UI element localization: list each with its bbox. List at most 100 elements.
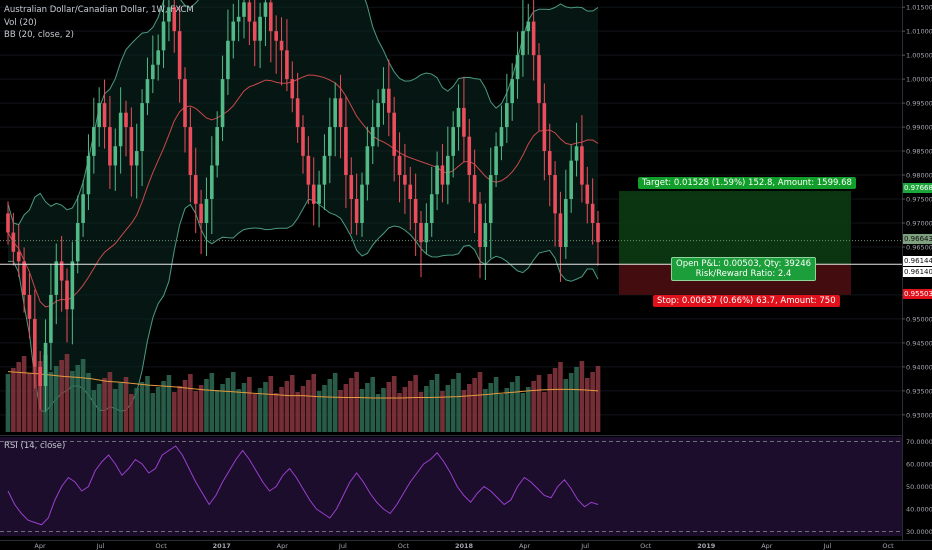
price-axis-label: 1.01500 [906,4,932,12]
time-axis-label: Apr [277,542,289,550]
price-axis-label: 0.98500 [906,148,932,156]
rsi-axis-label: 40.0000 [906,506,932,514]
price-axis-label: 1.01000 [906,28,932,36]
volume-bar [161,381,166,432]
volume-bar [434,374,440,432]
candle-body [499,127,504,147]
candlesticks [6,0,600,412]
volume-bar [509,382,515,432]
symbol-legend[interactable]: Australian Dollar/Canadian Dollar, 1W, F… [4,5,194,15]
volume-bar [375,394,381,432]
volume-bar [134,388,140,432]
rsi-line [7,445,599,526]
candle-body [328,127,332,156]
volume-bars [5,354,601,432]
volume-bar [263,382,268,432]
risk-reward-text: Risk/Reward Ratio: 2.4 [695,269,792,279]
volume-bar [563,379,569,432]
candle-body [263,2,268,17]
candle-body [242,2,246,17]
price-axis-label: 0.97500 [906,196,932,204]
candle-body [177,31,182,80]
candle-body [580,146,584,185]
volume-bar [150,393,156,432]
candle-body [220,79,225,128]
candle-body [429,194,434,223]
volume-bar [70,371,75,432]
volume-bar [198,385,204,432]
volume-bar [257,388,263,432]
volume-bar [64,354,70,432]
volume-legend[interactable]: Vol (20) [4,18,37,28]
volume-bar [316,391,322,432]
price-axis-label: 0.98000 [906,172,932,180]
candle-body [172,7,177,32]
bollinger-legend[interactable]: BB (20, close, 2) [4,30,74,40]
bollinger-fill [8,0,598,412]
volume-bar [499,394,504,432]
volume-bar [547,374,553,432]
rsi-axis-label: 70.0000 [906,438,932,446]
position-tool [0,190,902,295]
candle-body [140,103,144,152]
candle-body [92,127,96,156]
volume-bar [268,376,274,432]
stop-label: Stop: 0.00637 (0.66%) 63.7, Amount: 750 [653,295,840,307]
volume-ma-line [7,371,599,399]
volume-bar [214,390,220,432]
volume-bar [236,389,241,432]
time-axis-label: 2017 [213,542,231,550]
candle-body [349,175,354,200]
volume-bar [11,368,16,432]
candle-body [360,184,364,223]
time-axis-label: Apr [519,542,531,550]
pnl-label[interactable]: Open P&L: 0.00503, Qty: 39246 Risk/Rewar… [671,257,817,281]
volume-bar [279,387,284,432]
candle-body [134,151,139,166]
candle-body [537,55,541,104]
volume-bar [5,374,11,432]
candle-body [295,98,300,128]
volume-bar [450,379,456,432]
candle-body [226,40,230,80]
volume-bar [209,373,215,432]
volume-bar [488,383,494,432]
volume-bar [247,377,252,432]
candle-body [424,222,429,243]
candle-body [510,79,514,104]
volume-bar [188,374,193,432]
candle-body [531,21,536,56]
candle-body [558,213,563,247]
candle-body [27,294,32,319]
candle-body [462,107,466,137]
volume-bar [359,389,365,432]
volume-bar [397,393,402,432]
candle-body [118,112,123,147]
volume-bar [27,373,32,432]
candle-body [156,50,160,65]
volume-bar [466,384,472,432]
volume-bar [139,382,145,432]
price-axis-label: 0.95000 [906,315,932,323]
volume-bar [21,356,27,432]
candle-body [75,222,80,262]
candle-body [370,127,375,147]
crosshair-price-tag: 0.96144 [903,256,932,266]
time-axis-label: Oct [398,542,410,550]
price-axis-label: 0.94500 [906,339,932,347]
candle-body [285,50,289,80]
volume-bar [407,381,413,432]
candle-body [97,103,101,128]
candle-body [86,155,91,195]
candle-body [354,199,359,223]
time-axis-label: Apr [34,542,46,550]
target-label: Target: 0.01528 (1.59%) 152.8, Amount: 1… [638,177,856,189]
candle-body [102,103,107,128]
candle-body [129,127,134,166]
volume-bar [16,362,22,432]
rsi-legend[interactable]: RSI (14, close) [4,441,66,451]
volume-bar [440,391,445,432]
volume-bar [220,384,225,432]
rsi-axis-label: 30.0000 [906,528,932,536]
